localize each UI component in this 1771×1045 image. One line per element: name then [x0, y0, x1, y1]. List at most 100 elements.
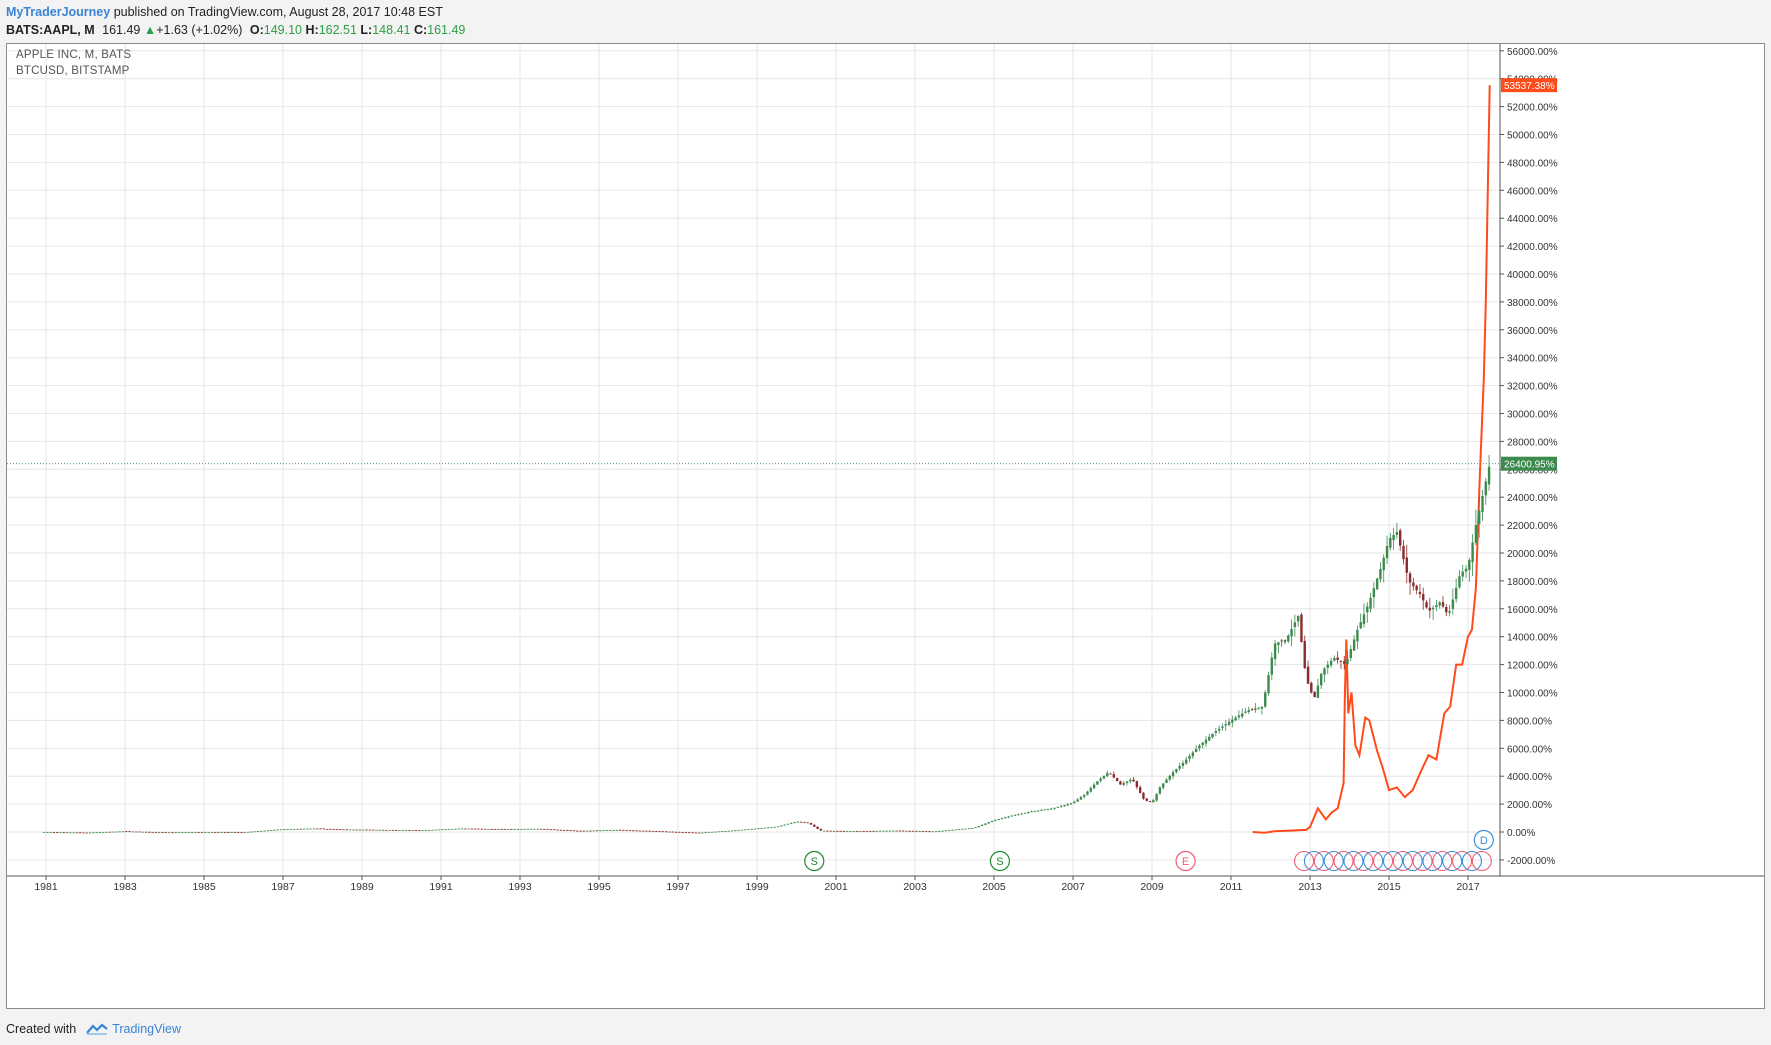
candle-body: [355, 829, 358, 831]
candle-body: [177, 832, 181, 834]
x-tick-label: 1995: [587, 881, 611, 893]
candle-body: [227, 832, 230, 833]
publisher-link[interactable]: MyTraderJourney: [6, 5, 111, 19]
candle-body: [151, 831, 154, 833]
y-tick-label: 52000.00%: [1507, 103, 1558, 114]
y-tick-label: 40000.00%: [1507, 270, 1558, 281]
candle-body: [200, 831, 204, 833]
candle-body: [1119, 781, 1122, 785]
tradingview-link[interactable]: TradingView: [112, 1022, 181, 1036]
candle-body: [651, 830, 655, 832]
candle-body: [829, 830, 832, 832]
candle-body: [1481, 496, 1484, 513]
candle-body: [434, 829, 437, 831]
candle-body: [546, 828, 549, 830]
candle-body: [668, 831, 671, 833]
candle-body: [1267, 675, 1270, 694]
candle-body: [625, 830, 628, 831]
candle-body: [553, 829, 556, 831]
candle-body: [641, 830, 645, 832]
btcusd-line: [1252, 85, 1491, 834]
candle-body: [273, 829, 276, 831]
candle-body: [1313, 691, 1316, 698]
price-chart[interactable]: 1981 1983 1985 1987 1989 1991 1993 1995 1997 1999…: [7, 44, 1764, 1008]
candle-body: [102, 832, 105, 833]
candle-body: [898, 830, 902, 832]
candle-body: [217, 831, 220, 833]
candle-body: [1336, 657, 1339, 660]
y-tick-label: 36000.00%: [1507, 326, 1558, 337]
candle-body: [674, 831, 678, 833]
candle-body: [1211, 733, 1214, 738]
candle-body: [1296, 615, 1300, 622]
candle-body: [1000, 818, 1004, 819]
event-cluster-marker-icon: [1313, 850, 1334, 872]
candle-body: [776, 826, 780, 828]
candle-body: [671, 831, 674, 833]
candle-body: [717, 831, 721, 833]
y-tick-label: 24000.00%: [1507, 493, 1558, 504]
candle-body: [971, 827, 974, 829]
candle-body: [1168, 775, 1171, 780]
candle-body: [1033, 810, 1037, 812]
candle-body: [852, 831, 855, 832]
candle-body: [460, 828, 464, 830]
candle-body: [1349, 649, 1353, 659]
y-tick-label: 14000.00%: [1507, 633, 1558, 644]
candle-body: [727, 830, 730, 832]
candle-body: [1063, 805, 1066, 807]
candle-body: [1076, 799, 1079, 802]
candle-body: [1102, 775, 1106, 779]
candle-body: [1145, 798, 1148, 801]
candle-body: [467, 828, 470, 830]
candle-body: [424, 830, 428, 831]
candle-body: [957, 829, 961, 831]
event-cluster-marker-icon: [1452, 850, 1473, 872]
candle-body: [780, 825, 783, 827]
candle-body: [704, 832, 707, 834]
candle-body: [378, 829, 381, 831]
candle-body: [1181, 762, 1185, 766]
candle-body: [1461, 571, 1464, 577]
last-value-tag: [1501, 78, 1557, 93]
candle-body: [714, 831, 717, 833]
candle-body: [967, 828, 971, 830]
candle-body: [161, 832, 164, 834]
candle-body: [1382, 557, 1385, 571]
x-tick-label: 2007: [1061, 881, 1085, 893]
y-tick-label: 26000.00%: [1507, 465, 1558, 476]
candle-body: [885, 830, 888, 832]
candle-body: [441, 829, 444, 831]
event-cluster-marker-icon: [1303, 850, 1324, 872]
candle-body: [740, 829, 744, 831]
candle-body: [681, 832, 684, 834]
publish-info: MyTraderJourney published on TradingView…: [6, 5, 443, 19]
candle-body: [701, 832, 704, 834]
candle-body: [167, 832, 171, 834]
candle-body: [49, 832, 52, 833]
candle-body: [961, 828, 964, 830]
candle-body: [1191, 752, 1195, 757]
candle-body: [1244, 711, 1247, 713]
chart-area[interactable]: 1981 1983 1985 1987 1989 1991 1993 1995 1997 1999…: [6, 43, 1765, 1009]
candle-body: [1073, 801, 1076, 804]
candle-body: [576, 830, 579, 832]
candle-body: [1260, 706, 1264, 709]
candle-body: [888, 830, 892, 832]
candle-body: [1471, 542, 1474, 563]
candle-body: [144, 831, 148, 833]
candle-body: [602, 830, 605, 832]
candle-body: [931, 831, 934, 833]
y-tick-label: -2000.00%: [1507, 856, 1555, 867]
candle-body: [513, 829, 516, 830]
candle-body: [1198, 745, 1201, 749]
candle-body: [1017, 814, 1020, 816]
candle-body: [88, 832, 92, 834]
candle-body: [687, 832, 691, 834]
candle-body: [1020, 813, 1023, 815]
candle-body: [158, 832, 161, 834]
candle-body: [174, 832, 177, 834]
candle-body: [1346, 658, 1349, 665]
candle-body: [1310, 682, 1313, 693]
candle-body: [1247, 710, 1250, 713]
